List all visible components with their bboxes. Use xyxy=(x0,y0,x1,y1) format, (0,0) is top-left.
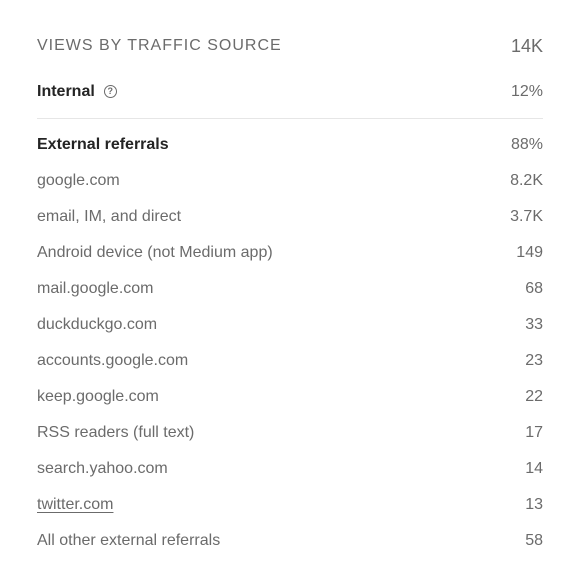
referral-value: 13 xyxy=(525,496,543,513)
referral-label: keep.google.com xyxy=(37,388,159,405)
referral-label: duckduckgo.com xyxy=(37,316,158,333)
referral-value: 68 xyxy=(525,280,543,297)
referral-row: All other external referrals 58 xyxy=(37,529,543,553)
external-referrals-label: External referrals xyxy=(37,136,169,153)
referral-row-twitter: twitter.com 13 xyxy=(37,493,543,517)
referral-row: accounts.google.com 23 xyxy=(37,349,543,373)
referral-row: google.com 8.2K xyxy=(37,169,543,193)
referral-row: Android device (not Medium app) 149 xyxy=(37,241,543,265)
panel-header: VIEWS BY TRAFFIC SOURCE 14K xyxy=(37,34,543,58)
external-referrals-row: External referrals 88% xyxy=(37,133,543,157)
referral-value: 3.7K xyxy=(510,208,543,225)
section-divider xyxy=(37,118,543,119)
referral-row: duckduckgo.com 33 xyxy=(37,313,543,337)
referral-label: search.yahoo.com xyxy=(37,460,168,477)
referral-label: mail.google.com xyxy=(37,280,154,297)
referral-value: 23 xyxy=(525,352,543,369)
referral-label: google.com xyxy=(37,172,120,189)
referral-link-twitter[interactable]: twitter.com xyxy=(37,496,114,513)
referral-value: 17 xyxy=(525,424,543,441)
question-circle-icon[interactable]: ? xyxy=(103,84,117,98)
referral-value: 8.2K xyxy=(510,172,543,189)
internal-label-wrap: Internal? xyxy=(37,83,117,101)
referral-row: search.yahoo.com 14 xyxy=(37,457,543,481)
total-views: 14K xyxy=(510,35,543,56)
external-referrals-value: 88% xyxy=(510,136,543,153)
referral-value: 58 xyxy=(525,532,543,549)
referral-value: 14 xyxy=(525,460,543,477)
internal-label: Internal xyxy=(37,83,95,100)
referral-label: Android device (not Medium app) xyxy=(37,244,273,261)
internal-value: 12% xyxy=(510,83,543,100)
internal-row: Internal? 12% xyxy=(37,80,543,104)
referral-label: accounts.google.com xyxy=(37,352,189,369)
referral-label: email, IM, and direct xyxy=(37,208,182,225)
referral-value: 22 xyxy=(525,388,543,405)
panel-title: VIEWS BY TRAFFIC SOURCE xyxy=(37,37,282,54)
referral-row: mail.google.com 68 xyxy=(37,277,543,301)
referral-row: keep.google.com 22 xyxy=(37,385,543,409)
referral-row: email, IM, and direct 3.7K xyxy=(37,205,543,229)
referral-label: All other external referrals xyxy=(37,532,221,549)
referral-row: RSS readers (full text) 17 xyxy=(37,421,543,445)
referral-value: 149 xyxy=(516,244,543,261)
referral-label: RSS readers (full text) xyxy=(37,424,195,441)
referral-value: 33 xyxy=(525,316,543,333)
